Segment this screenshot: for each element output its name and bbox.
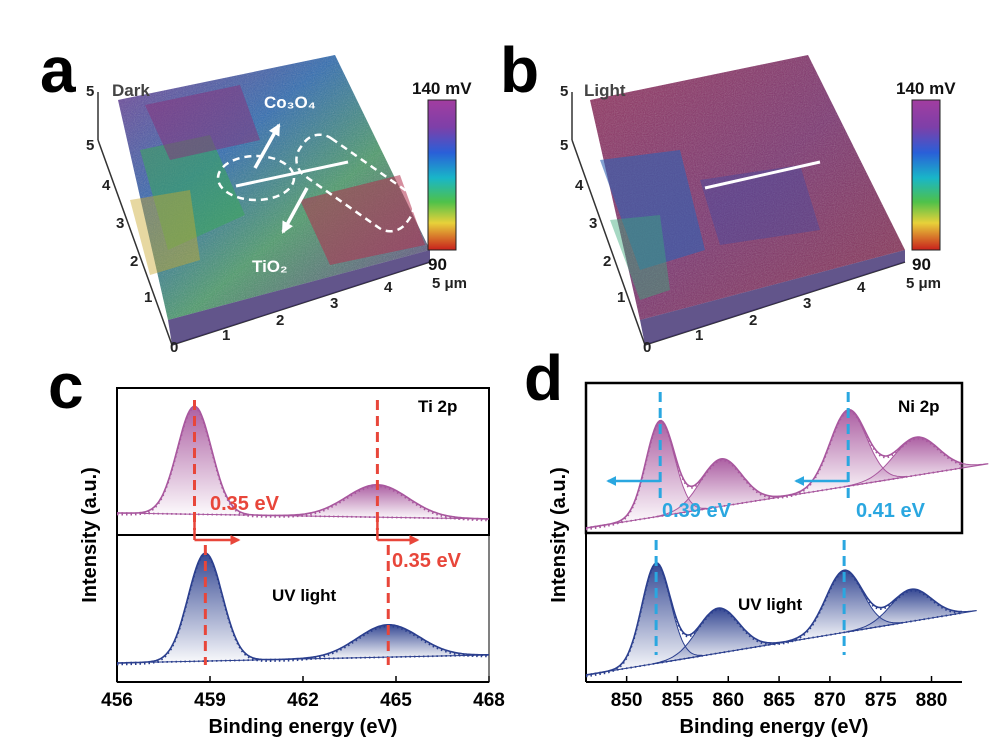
- background-line: [585, 612, 963, 676]
- arrow-co3o4: [253, 123, 281, 169]
- label-tio2: TiO₂: [252, 257, 288, 276]
- afm-xtick-end: 5 μm: [906, 275, 941, 292]
- tio2-region: [295, 133, 415, 233]
- afm-ytick: 5: [86, 137, 94, 154]
- x-tick-label: 875: [865, 690, 897, 711]
- afm-ytick: 2: [603, 253, 611, 270]
- panel-letter-a: a: [40, 34, 76, 106]
- colorbar-min: 90: [428, 255, 447, 274]
- x-tick-label: 459: [194, 690, 226, 711]
- afm-ytick: 0: [170, 339, 178, 356]
- line-scan-b: [704, 160, 821, 190]
- peak-fill: [789, 409, 908, 497]
- afm-ztick-b: 5: [560, 83, 568, 100]
- x-tick-label: 462: [287, 690, 319, 711]
- afm-xtick: 4: [857, 279, 866, 296]
- plot-frame-d-top: [584, 381, 964, 535]
- colorbar-max: 140 mV: [896, 79, 956, 98]
- afm-title-b: Light: [584, 81, 626, 100]
- panel-a: a Dark 5 5 4 3 2 1 0 1 2: [40, 34, 472, 356]
- x-axis-label-c: Binding energy (eV): [209, 716, 398, 738]
- y-axis-label-d: Intensity (a.u.): [548, 467, 570, 603]
- panel-letter-c: c: [48, 350, 84, 422]
- co3o4-region: [216, 154, 296, 202]
- spectrum-tag-bottom-c: UV light: [272, 586, 337, 605]
- x-tick-label: 468: [473, 690, 505, 711]
- shift-label-c-2: 0.35 eV: [392, 550, 462, 572]
- x-tick-label: 870: [814, 690, 846, 711]
- afm-xtick: 4: [384, 279, 393, 296]
- afm-xtick: 3: [803, 295, 811, 312]
- afm-title-a: Dark: [112, 81, 150, 100]
- x-tick-label: 456: [101, 690, 133, 711]
- afm-ytick: 1: [144, 289, 152, 306]
- spectrum-tag-top-c: Ti 2p: [418, 397, 457, 416]
- spectrum-tag-bottom-d: UV light: [738, 595, 803, 614]
- afm-xtick-end: 5 μm: [432, 275, 467, 292]
- spectra-d: [585, 392, 989, 678]
- afm-xticks-a: 1 2 3 4 5 μm: [222, 275, 467, 344]
- y-axis-label-c: Intensity (a.u.): [79, 467, 101, 603]
- x-ticks-c: 456 459 462 465 468: [101, 676, 505, 711]
- x-axis-label-d: Binding energy (eV): [680, 716, 869, 738]
- x-ticks-d: 850 855 860 865 870 875 880: [611, 676, 948, 711]
- spectrum-tag-top-d: Ni 2p: [898, 397, 940, 416]
- panel-letter-d: d: [524, 342, 563, 414]
- arrow-tio2: [281, 187, 309, 234]
- afm-surface-b: [590, 55, 905, 345]
- line-scan-a: [235, 160, 349, 188]
- colorbar-b: 140 mV 90: [896, 79, 956, 274]
- colorbar-min: 90: [912, 255, 931, 274]
- afm-ztick-a: 5: [86, 83, 94, 100]
- background-line: [585, 467, 963, 529]
- afm-ytick: 0: [643, 339, 651, 356]
- panel-c: c 456 459 462 465 468 Ti 2p UV light 0.35 eV…: [48, 350, 505, 738]
- spectrum-envelope: [585, 408, 963, 529]
- afm-xtick: 2: [276, 312, 284, 329]
- afm-ytick: 1: [617, 289, 625, 306]
- afm-ytick: 4: [102, 177, 111, 194]
- shift-label-d-1: 0.39 eV: [662, 500, 732, 522]
- shift-label-c-1: 0.35 eV: [210, 493, 280, 515]
- afm-ytick: 3: [116, 215, 124, 232]
- shift-label-d-2: 0.41 eV: [856, 500, 926, 522]
- afm-xtick: 3: [330, 295, 338, 312]
- x-tick-label: 855: [662, 690, 694, 711]
- afm-yticks-b: 5 4 3 2 1 0: [560, 137, 651, 356]
- panel-d: d 850 855 860 865 870 875 880 Ni 2p UV light 0…: [524, 342, 989, 738]
- panel-letter-b: b: [500, 34, 539, 106]
- colorbar-a: 140 mV 90: [412, 79, 472, 274]
- spectrum-raw: [117, 406, 490, 522]
- afm-ytick: 3: [589, 215, 597, 232]
- afm-xtick: 1: [695, 327, 703, 344]
- x-tick-label: 860: [712, 690, 744, 711]
- afm-xticks-b: 1 2 3 4 5 μm: [695, 275, 941, 344]
- afm-surface-a: [118, 55, 430, 345]
- afm-ytick: 5: [560, 137, 568, 154]
- spectrum-envelope: [117, 405, 490, 520]
- colorbar-max: 140 mV: [412, 79, 472, 98]
- x-tick-label: 865: [763, 690, 795, 711]
- afm-xtick: 1: [222, 327, 230, 344]
- afm-annotations-a: Co₃O₄ TiO₂: [216, 93, 415, 276]
- label-co3o4: Co₃O₄: [264, 93, 316, 112]
- spectrum-raw: [585, 563, 962, 678]
- afm-yticks-a: 5 4 3 2 1 0: [86, 137, 178, 356]
- x-tick-label: 465: [380, 690, 412, 711]
- afm-ytick: 4: [575, 177, 584, 194]
- x-tick-label: 850: [611, 690, 643, 711]
- spectra-c: [116, 400, 490, 666]
- afm-xtick: 2: [749, 312, 757, 329]
- x-tick-label: 880: [916, 690, 948, 711]
- afm-ytick: 2: [130, 253, 138, 270]
- panel-b: b Light 5 5 4 3 2 1 0 1 2 3 4: [500, 34, 956, 356]
